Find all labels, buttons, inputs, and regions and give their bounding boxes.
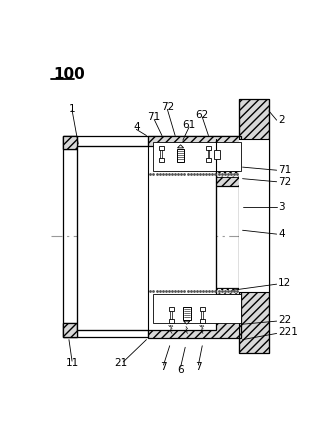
Text: 12: 12: [278, 278, 291, 288]
Bar: [63, 323, 77, 337]
Bar: [154, 142, 241, 171]
Text: 72: 72: [278, 177, 291, 187]
Bar: [214, 150, 220, 159]
Polygon shape: [184, 321, 190, 324]
Text: 71: 71: [278, 165, 291, 175]
Text: 7: 7: [160, 362, 167, 372]
Text: 6: 6: [177, 365, 184, 375]
Text: 221: 221: [278, 327, 298, 337]
Text: 2: 2: [278, 115, 285, 125]
Text: 61: 61: [182, 120, 196, 130]
Bar: [206, 146, 211, 150]
Bar: [200, 307, 204, 311]
Text: 22: 22: [278, 315, 291, 325]
Text: 100: 100: [53, 67, 85, 82]
Bar: [77, 146, 216, 330]
Bar: [154, 294, 241, 323]
Polygon shape: [178, 145, 184, 148]
Bar: [159, 158, 163, 162]
Text: 4: 4: [278, 229, 285, 239]
Text: 3: 3: [278, 202, 285, 212]
Text: 21: 21: [114, 358, 127, 369]
Bar: [148, 288, 241, 338]
Bar: [240, 99, 269, 354]
Bar: [63, 136, 77, 149]
Bar: [200, 319, 204, 323]
Bar: [169, 307, 173, 311]
Bar: [206, 158, 211, 162]
Text: 72: 72: [161, 102, 174, 112]
Bar: [148, 288, 241, 294]
Text: 11: 11: [65, 358, 79, 369]
Bar: [63, 136, 77, 149]
Bar: [63, 136, 241, 337]
Bar: [183, 307, 191, 319]
Text: 4: 4: [133, 122, 140, 132]
Bar: [63, 323, 77, 337]
Text: 71: 71: [148, 112, 161, 122]
Bar: [148, 136, 241, 186]
Bar: [169, 319, 173, 323]
Bar: [148, 171, 241, 177]
Bar: [159, 146, 163, 150]
Bar: [240, 140, 269, 292]
Bar: [177, 149, 185, 162]
Text: 1: 1: [69, 104, 75, 113]
Text: 62: 62: [196, 110, 209, 120]
Text: 7: 7: [195, 362, 202, 372]
